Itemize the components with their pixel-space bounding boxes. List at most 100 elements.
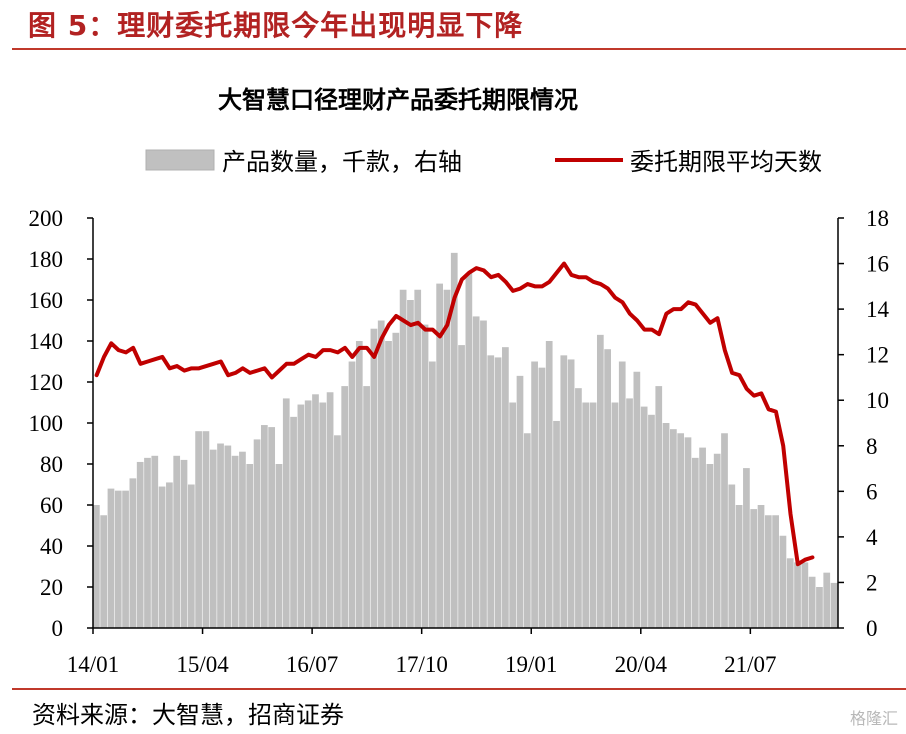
- bar-series: [93, 252, 838, 628]
- left-tick-label: 120: [29, 370, 64, 395]
- x-tick-label: 21/07: [724, 652, 776, 677]
- bar: [436, 283, 443, 628]
- right-tick-label: 0: [866, 616, 878, 641]
- x-tick-label: 20/04: [615, 652, 668, 677]
- bar: [253, 439, 261, 628]
- right-axis-ticks: 0 2 4 6 8 10 12 14 16 18: [838, 206, 890, 641]
- bar: [166, 482, 173, 628]
- bar: [231, 455, 239, 628]
- left-tick-label: 40: [40, 534, 63, 559]
- bar: [100, 515, 108, 628]
- bar: [480, 320, 487, 628]
- bar: [670, 429, 677, 628]
- bar: [239, 451, 246, 628]
- bar: [713, 453, 721, 628]
- bar: [823, 572, 831, 628]
- bar: [465, 273, 473, 628]
- bar: [290, 416, 297, 628]
- x-tick-label: 15/04: [176, 652, 229, 677]
- bar: [275, 464, 283, 628]
- bar: [808, 576, 816, 628]
- legend-bar-swatch: [145, 149, 215, 171]
- bar: [516, 375, 524, 628]
- bar: [428, 361, 436, 628]
- bar: [582, 402, 590, 628]
- bar: [385, 341, 392, 628]
- left-tick-label: 140: [29, 329, 64, 354]
- bar: [187, 484, 195, 628]
- bar: [392, 332, 400, 628]
- bar: [575, 388, 582, 628]
- bar: [640, 406, 648, 628]
- bar: [304, 400, 312, 628]
- bar: [677, 433, 685, 628]
- bar: [260, 425, 268, 628]
- bar: [794, 562, 801, 628]
- right-tick-label: 10: [866, 388, 889, 413]
- bar: [355, 341, 363, 628]
- x-axis-ticks: 14/01 15/04 16/07 17/10 19/01 20/04 21/07: [67, 628, 777, 677]
- left-tick-label: 0: [52, 616, 64, 641]
- bottom-rule: [12, 688, 906, 690]
- legend-line-label: 委托期限平均天数: [630, 148, 822, 176]
- bar: [721, 433, 728, 628]
- bar: [757, 505, 765, 628]
- bar: [268, 427, 276, 628]
- right-tick-label: 2: [866, 570, 878, 595]
- bar: [326, 392, 334, 628]
- bar: [786, 558, 794, 628]
- bar: [421, 324, 429, 628]
- bar: [202, 431, 210, 628]
- bar: [282, 398, 290, 628]
- bar: [509, 402, 517, 628]
- bar: [144, 457, 151, 628]
- bar: [772, 515, 779, 628]
- right-tick-label: 18: [866, 206, 889, 231]
- bar: [699, 447, 706, 628]
- bar: [684, 437, 692, 628]
- bar: [764, 515, 772, 628]
- left-tick-label: 80: [40, 452, 63, 477]
- bar: [611, 402, 619, 628]
- bar: [319, 402, 327, 628]
- bar: [633, 371, 641, 628]
- bar: [180, 459, 188, 628]
- bar: [399, 289, 407, 628]
- left-tick-label: 200: [29, 206, 64, 231]
- bar: [531, 361, 538, 628]
- bar: [341, 386, 349, 628]
- right-tick-label: 12: [866, 343, 889, 368]
- bar: [224, 445, 232, 628]
- bar: [472, 316, 480, 628]
- bar: [450, 252, 458, 628]
- x-tick-label: 14/01: [67, 652, 119, 677]
- bar: [626, 398, 633, 628]
- bar: [93, 505, 100, 628]
- left-axis-ticks: 0 20 40 60 80 100 120 140 160 180 200: [29, 206, 93, 641]
- bar: [173, 455, 181, 628]
- bar: [377, 320, 385, 628]
- bar: [816, 587, 823, 628]
- x-tick-label: 16/07: [286, 652, 338, 677]
- bar: [494, 357, 502, 628]
- bar: [114, 490, 122, 628]
- bar: [158, 486, 166, 628]
- bar: [545, 341, 553, 628]
- legend: 产品数量，千款，右轴 委托期限平均天数: [145, 148, 822, 176]
- legend-bar-label: 产品数量，千款，右轴: [222, 148, 462, 176]
- bar: [107, 488, 115, 628]
- bar: [779, 535, 787, 628]
- figure-title: 图 5：理财委托期限今年出现明显下降: [28, 9, 524, 42]
- right-tick-label: 14: [866, 297, 890, 322]
- bar: [560, 355, 568, 628]
- bar: [209, 449, 217, 628]
- bar: [743, 468, 750, 628]
- bar: [312, 394, 319, 628]
- bar: [662, 423, 670, 628]
- bar: [407, 300, 414, 628]
- bar: [567, 359, 575, 628]
- bar: [523, 433, 531, 628]
- bar: [589, 402, 597, 628]
- bar: [830, 582, 838, 628]
